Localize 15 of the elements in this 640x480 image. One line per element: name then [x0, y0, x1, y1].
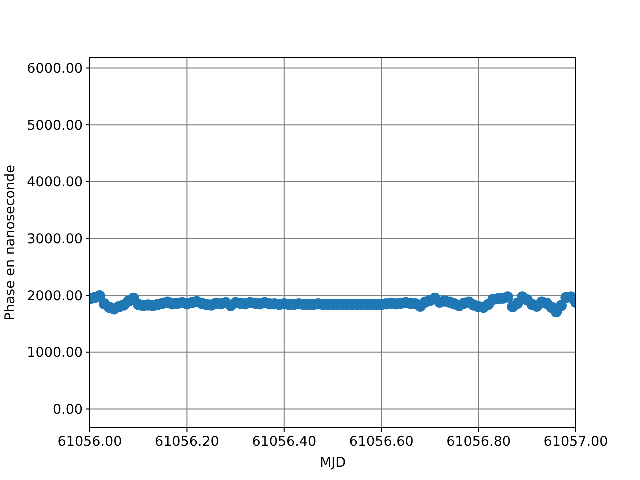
- y-tick-label: 4000.00: [27, 174, 83, 191]
- x-tick-label: 61056.00: [58, 434, 122, 450]
- x-tick-label: 61056.60: [349, 434, 414, 450]
- y-tick-label: 0.00: [52, 402, 83, 418]
- x-tick-label: 61057.00: [544, 434, 608, 450]
- x-tick-label: 61056.80: [446, 434, 512, 450]
- x-tick-label: 61056.40: [252, 434, 317, 450]
- y-tick-label: 2000.00: [27, 288, 83, 304]
- x-tick-label: 61056.20: [154, 434, 220, 450]
- y-tick-label: 3000.00: [27, 231, 83, 248]
- y-tick-label: 1000.00: [27, 345, 83, 362]
- y-axis-title: Phase en nanoseconde: [2, 165, 19, 321]
- x-axis-title: MJD: [320, 455, 346, 471]
- y-tick-label: 5000.00: [27, 118, 83, 134]
- y-tick-label: 6000.00: [27, 60, 83, 77]
